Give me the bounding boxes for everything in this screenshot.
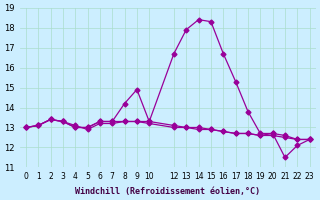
X-axis label: Windchill (Refroidissement éolien,°C): Windchill (Refroidissement éolien,°C) bbox=[75, 187, 260, 196]
